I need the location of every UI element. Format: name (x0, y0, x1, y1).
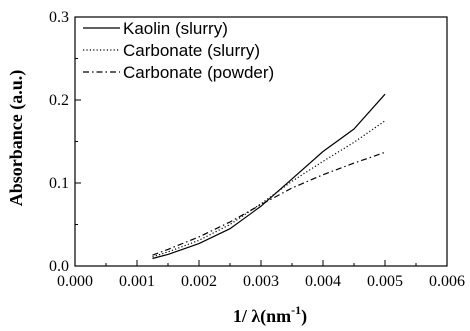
series-line-1 (152, 93, 386, 260)
series-line-3 (152, 151, 386, 256)
legend-label-1: Kaolin (slurry) (123, 19, 228, 38)
y-tick-label: 0.0 (49, 258, 69, 275)
x-tick-label: 0.003 (243, 273, 279, 290)
legend-label-2: Carbonate (slurry) (123, 41, 260, 60)
x-tick-label: 0.004 (305, 273, 341, 290)
legend-label-3: Carbonate (powder) (123, 63, 274, 82)
series-line-2 (152, 120, 386, 258)
y-tick-label: 0.2 (49, 92, 69, 109)
x-tick-label: 0.005 (367, 273, 403, 290)
x-tick-label: 0.002 (181, 273, 217, 290)
x-tick-label: 0.001 (119, 273, 155, 290)
x-tick-label: 0.000 (57, 273, 93, 290)
x-tick-label: 0.006 (429, 273, 465, 290)
y-tick-label: 0.3 (49, 9, 69, 26)
y-axis-title: Absorbance (a.u.) (6, 70, 27, 207)
x-axis-title: 1/ λ(nm-1) (233, 303, 307, 327)
y-tick-label: 0.1 (49, 175, 69, 192)
